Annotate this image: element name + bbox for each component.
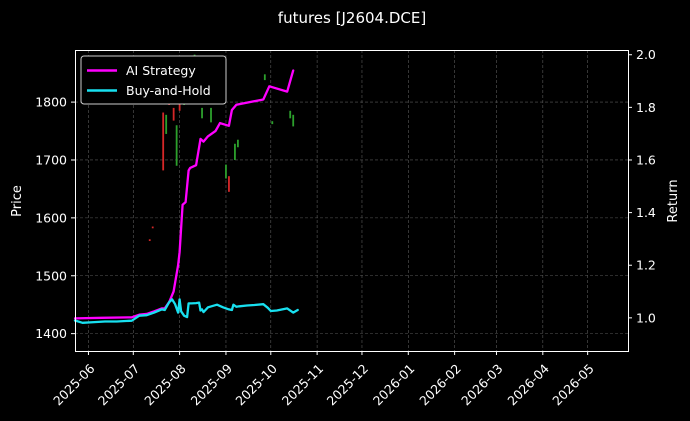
x-tick-label: 2025-11 [279,361,327,409]
candle [237,139,239,148]
candle [201,107,203,119]
y-tick-label: 1800 [35,95,67,110]
y-axis-right: 1.0 1.2 1.4 1.6 1.8 2.0 [628,47,656,325]
series-lines [73,69,299,324]
y2-tick-label: 1.2 [636,258,656,273]
x-axis: 2025-062025-072025-082025-092025-102025-… [50,351,597,408]
candle [225,164,227,179]
legend: AI Strategy Buy-and-Hold [80,55,227,105]
series-line-buy-and-hold [73,298,299,324]
legend-label-buy-and-hold: Buy-and-Hold [126,83,211,98]
series-line-ai-strategy [73,69,295,320]
x-tick-label: 2026-02 [416,361,464,409]
x-tick-label: 2026-01 [370,361,418,409]
x-tick-label: 2026-04 [504,361,552,409]
y-axis-label: Price [10,185,25,217]
x-tick-label: 2026-05 [549,361,597,409]
x-tick-label: 2025-12 [324,361,372,409]
y2-axis-label: Return [666,179,681,222]
x-tick-label: 2025-07 [95,361,143,409]
x-tick-label: 2025-06 [50,361,98,409]
candle [228,176,230,192]
y2-tick-label: 2.0 [636,47,656,62]
candle [271,121,274,125]
y2-tick-label: 1.8 [636,100,656,115]
y-tick-label: 1400 [35,326,67,341]
chart-title: futures [J2604.DCE] [278,9,426,27]
candle [234,143,236,160]
legend-box [80,55,227,105]
x-tick-label: 2026-03 [458,361,506,409]
candle [210,107,212,123]
y-axis-left: 1400 1500 1600 1700 1800 [35,95,75,341]
y2-tick-label: 1.0 [636,310,656,325]
candle [289,110,292,119]
candle [263,74,266,81]
x-tick-label: 2025-10 [232,361,280,409]
gridlines [75,50,628,351]
candle [172,107,175,121]
candle [165,114,168,134]
candle [162,112,165,171]
x-tick-label: 2025-08 [141,361,189,409]
plot-frame [75,50,629,352]
y-tick-label: 1600 [35,210,67,225]
candle [151,226,154,229]
x-tick-label: 2025-09 [188,361,236,409]
y-tick-label: 1700 [35,152,67,167]
candle [292,114,295,127]
candle [148,239,151,242]
y2-tick-label: 1.4 [636,205,656,220]
candle [175,125,178,166]
legend-label-ai-strategy: AI Strategy [126,63,196,78]
y-tick-label: 1500 [35,268,67,283]
y2-tick-label: 1.6 [636,152,656,167]
